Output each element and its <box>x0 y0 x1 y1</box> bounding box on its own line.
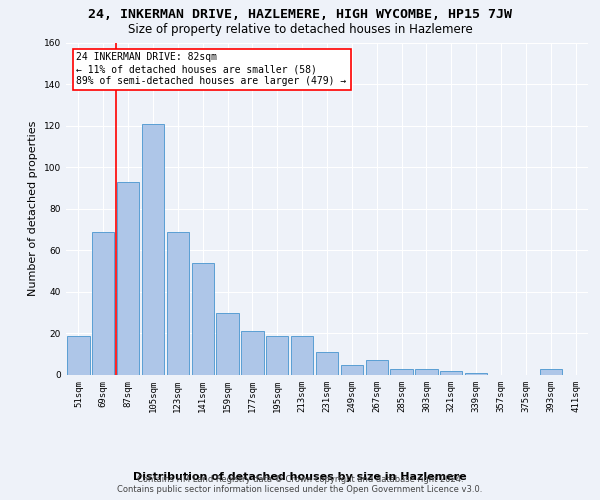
Bar <box>266 336 289 375</box>
Text: Size of property relative to detached houses in Hazlemere: Size of property relative to detached ho… <box>128 22 472 36</box>
Text: 24, INKERMAN DRIVE, HAZLEMERE, HIGH WYCOMBE, HP15 7JW: 24, INKERMAN DRIVE, HAZLEMERE, HIGH WYCO… <box>88 8 512 20</box>
Bar <box>341 364 363 375</box>
Bar <box>142 124 164 375</box>
Bar <box>191 263 214 375</box>
Bar <box>415 369 437 375</box>
Text: Contains HM Land Registry data © Crown copyright and database right 2024.
Contai: Contains HM Land Registry data © Crown c… <box>118 474 482 494</box>
Bar <box>67 336 89 375</box>
Bar <box>117 182 139 375</box>
Bar <box>316 352 338 375</box>
Bar <box>241 332 263 375</box>
Bar <box>391 369 413 375</box>
Bar <box>291 336 313 375</box>
Bar <box>217 312 239 375</box>
Text: 24 INKERMAN DRIVE: 82sqm
← 11% of detached houses are smaller (58)
89% of semi-d: 24 INKERMAN DRIVE: 82sqm ← 11% of detach… <box>76 52 347 86</box>
Text: Distribution of detached houses by size in Hazlemere: Distribution of detached houses by size … <box>133 472 467 482</box>
Bar <box>465 373 487 375</box>
Bar <box>539 369 562 375</box>
Y-axis label: Number of detached properties: Number of detached properties <box>28 121 38 296</box>
Bar <box>92 232 115 375</box>
Bar <box>440 371 463 375</box>
Bar <box>365 360 388 375</box>
Bar <box>167 232 189 375</box>
